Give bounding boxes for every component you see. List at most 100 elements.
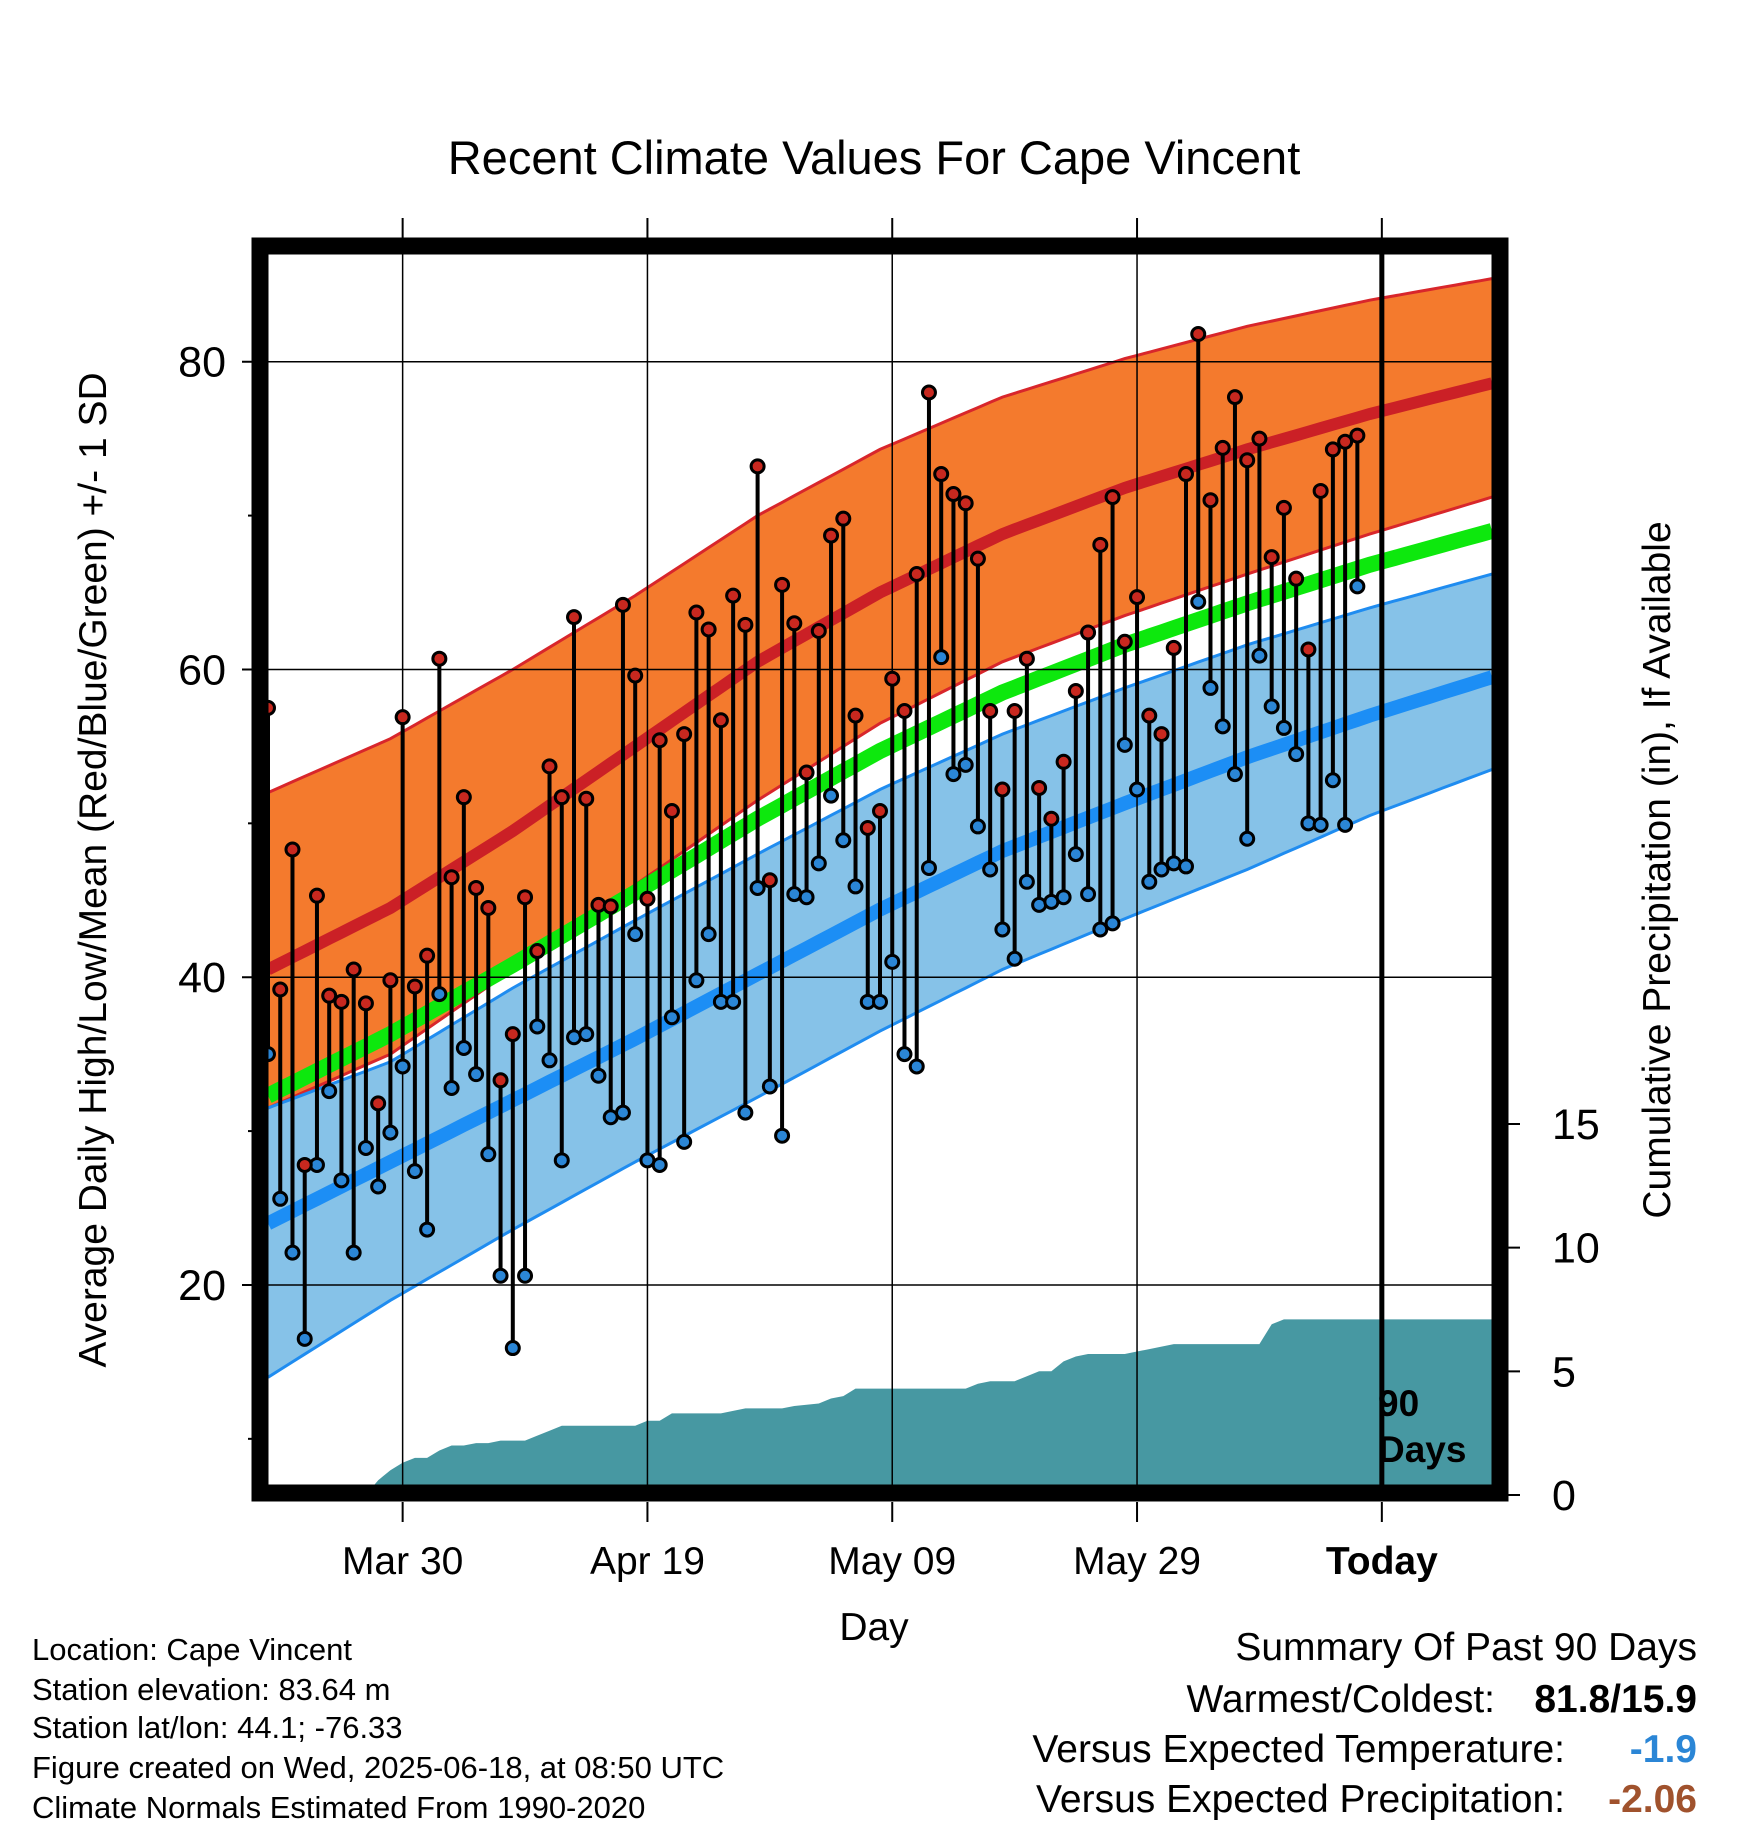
daily-high-point	[835, 510, 852, 527]
daily-high-point	[761, 872, 778, 889]
daily-high-point	[443, 869, 460, 886]
daily-high-point	[468, 879, 485, 896]
daily-high-point	[1092, 536, 1109, 553]
daily-low-point	[810, 855, 827, 872]
daily-high-point	[920, 384, 937, 401]
daily-low-point	[872, 993, 888, 1010]
daily-low-point	[774, 1127, 791, 1144]
daily-low-point	[896, 1046, 913, 1063]
x-tick-label: Today	[1326, 1540, 1438, 1583]
daily-high-point	[774, 576, 791, 593]
daily-high-point	[1226, 389, 1243, 406]
daily-low-point	[541, 1052, 558, 1069]
daily-high-point	[884, 670, 901, 687]
figure-created: Figure created on Wed, 2025-06-18, at 08…	[32, 1750, 724, 1785]
daily-high-point	[872, 803, 888, 820]
daily-high-point	[1141, 707, 1158, 724]
daily-high-point	[1116, 633, 1133, 650]
daily-low-point	[823, 787, 840, 804]
daily-high-point	[541, 758, 558, 775]
daily-high-point	[847, 707, 864, 724]
daily-low-point	[578, 1026, 595, 1043]
daily-low-point	[480, 1146, 497, 1163]
daily-low-point	[455, 1039, 472, 1056]
daily-low-point	[1190, 593, 1207, 610]
y-left-tick-label: 60	[178, 646, 226, 694]
daily-high-point	[1129, 589, 1146, 606]
daily-high-point	[651, 732, 668, 749]
daily-high-point	[602, 898, 619, 915]
daily-high-point	[1312, 482, 1329, 499]
y-axis-right-label: Cumulative Precipitation (in), If Availa…	[1636, 521, 1679, 1218]
daily-low-point	[1312, 816, 1329, 833]
daily-low-point	[1006, 950, 1023, 967]
daily-low-point	[982, 861, 999, 878]
plot-area	[268, 254, 1492, 1485]
x-tick-label: May 29	[1073, 1540, 1201, 1583]
station-latlon: Station lat/lon: 44.1; -76.33	[32, 1710, 403, 1745]
daily-low-point	[357, 1140, 374, 1157]
daily-high-point	[308, 887, 325, 904]
daily-high-point	[725, 587, 742, 604]
daily-low-point	[1251, 647, 1268, 664]
y-right-tick-label: 5	[1552, 1348, 1576, 1396]
daily-high-point	[1263, 549, 1280, 566]
daily-high-point	[455, 789, 472, 806]
daily-high-point	[370, 1095, 387, 1112]
daily-high-point	[1043, 810, 1060, 827]
y-axis-left-label: Average Daily High/Low/Mean (Red/Blue/Gr…	[72, 372, 115, 1367]
climate-normals-period: Climate Normals Estimated From 1990-2020	[32, 1790, 645, 1825]
daily-high-point	[933, 466, 950, 483]
summary-panel: Summary Of Past 90 Days Warmest/Coldest:…	[1032, 1626, 1697, 1821]
daily-high-point	[553, 789, 570, 806]
daily-high-point	[1288, 570, 1305, 587]
daily-high-point	[663, 803, 680, 820]
daily-high-point	[333, 993, 350, 1010]
daily-high-point	[357, 995, 374, 1012]
daily-high-point	[1178, 466, 1194, 483]
daily-low-point	[908, 1058, 925, 1075]
daily-high-point	[627, 667, 644, 684]
daily-low-point	[835, 832, 852, 849]
daily-low-point	[1275, 719, 1292, 736]
daily-high-point	[431, 650, 448, 667]
daily-high-point	[296, 1156, 313, 1173]
station-elevation: Station elevation: 83.64 m	[32, 1672, 390, 1707]
daily-high-point	[749, 458, 766, 475]
daily-high-point	[957, 495, 974, 512]
mean-normal-line	[268, 523, 1492, 1103]
daily-low-point	[994, 921, 1011, 938]
daily-low-point	[920, 859, 937, 876]
daily-high-point	[284, 841, 301, 858]
daily-low-point	[321, 1083, 338, 1100]
daily-high-point	[1251, 430, 1268, 447]
daily-high-point	[1214, 439, 1231, 456]
daily-low-point	[1178, 858, 1194, 875]
precip-area	[374, 1319, 1492, 1485]
daily-low-point	[1104, 915, 1121, 932]
station-location: Location: Cape Vincent	[32, 1632, 352, 1667]
daily-low-point	[688, 972, 705, 989]
high-normal-line	[268, 377, 1492, 975]
chart-title: Recent Climate Values For Cape Vincent	[448, 131, 1301, 184]
daily-high-point	[1202, 492, 1219, 509]
daily-low-point	[1055, 889, 1072, 906]
plot-frame	[251, 237, 1509, 1502]
daily-high-point	[394, 709, 411, 726]
daily-low-point	[1129, 781, 1146, 798]
axes: 20 40 60 80 0 5 10 15 Mar 30 Apr 19 May 09 May 29 To…	[178, 218, 1600, 1583]
daily-high-point	[798, 764, 815, 781]
daily-low-point	[394, 1058, 411, 1075]
daily-low-point	[663, 1009, 680, 1026]
low-sd-lower-edge	[268, 768, 1492, 1379]
x-tick-label: May 09	[828, 1540, 956, 1583]
today-label-line1: 90	[1378, 1383, 1419, 1424]
daily-high-point	[480, 899, 497, 916]
daily-high-point	[345, 961, 362, 978]
daily-low-point	[1092, 921, 1109, 938]
daily-high-point	[1324, 441, 1341, 458]
station-info: Location: Cape Vincent Station elevation…	[32, 1632, 724, 1825]
daily-high-point	[823, 527, 840, 544]
daily-low-point	[1202, 679, 1219, 696]
